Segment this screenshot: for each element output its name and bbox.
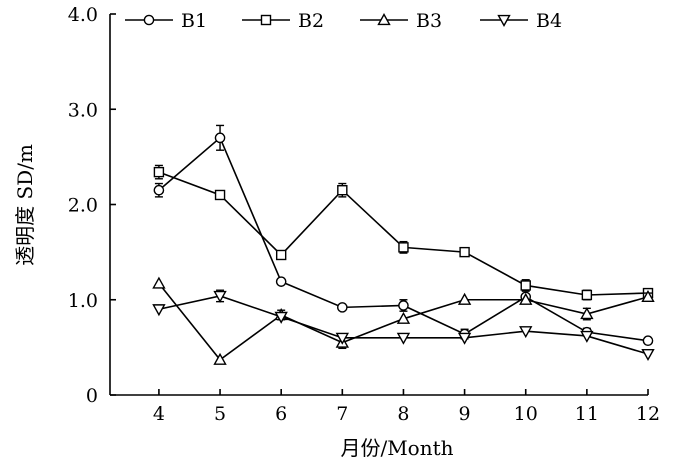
square-marker [153, 166, 165, 178]
legend-item-B4: B4 [480, 10, 562, 32]
series-B2 [153, 164, 654, 301]
series-B4 [152, 289, 655, 361]
x-tick-label: 6 [275, 403, 287, 425]
circle-marker [214, 132, 226, 144]
legend-item-B3: B3 [360, 10, 442, 32]
x-tick-label: 5 [214, 403, 226, 425]
triangle-up-marker [641, 289, 655, 302]
x-tick-label: 4 [153, 403, 165, 425]
triangle-down-marker [457, 332, 472, 345]
square-marker [581, 289, 593, 301]
x-axis-title: 月份/Month [340, 436, 453, 460]
y-tick-label: 4.0 [68, 4, 98, 26]
circle-marker [143, 14, 155, 26]
square-marker [214, 189, 226, 201]
circle-marker [275, 276, 287, 287]
triangle-down-marker [335, 332, 350, 345]
triangle-down-marker [396, 332, 411, 345]
legend-item-B1: B1 [125, 10, 207, 32]
triangle-down-marker [580, 330, 594, 343]
y-tick-label: 0 [86, 385, 98, 407]
triangle-up-marker [580, 307, 594, 320]
triangle-down-marker [274, 311, 288, 324]
x-tick-label: 10 [514, 403, 538, 425]
triangle-up-marker [377, 13, 391, 26]
y-ticks: 0 1.0 2.0 3.0 4.0 [68, 4, 116, 407]
circle-marker [153, 184, 165, 196]
x-tick-label: 11 [575, 403, 599, 425]
x-tick-label: 12 [636, 403, 660, 425]
x-tick-label: 9 [459, 403, 471, 425]
triangle-down-marker [213, 290, 227, 303]
triangle-down-marker [519, 326, 533, 339]
legend-label: B1 [181, 10, 207, 32]
circle-marker [398, 300, 409, 311]
square-marker [337, 185, 348, 196]
legend-label: B4 [536, 10, 562, 32]
y-tick-label: 2.0 [68, 195, 98, 217]
legend-item-B2: B2 [242, 10, 324, 32]
triangle-up-marker [457, 292, 472, 305]
triangle-down-marker [152, 304, 166, 317]
triangle-up-marker [396, 311, 411, 324]
square-marker [260, 14, 272, 26]
legend-label: B2 [298, 10, 324, 32]
square-marker [275, 249, 287, 261]
y-tick-label: 1.0 [68, 290, 98, 312]
series-line [158, 171, 649, 296]
triangle-down-marker [497, 14, 511, 27]
square-marker [520, 280, 531, 291]
circle-marker [642, 335, 654, 347]
series-B3 [152, 276, 655, 365]
triangle-up-marker [519, 292, 533, 305]
y-axis-title: 透明度 SD/m [13, 144, 37, 266]
x-tick-label: 8 [397, 403, 409, 425]
series-layer [152, 124, 655, 365]
legend-label: B3 [416, 10, 442, 32]
x-ticks: 4 5 6 7 8 9 10 11 12 [153, 389, 660, 425]
y-tick-label: 3.0 [68, 99, 98, 121]
square-marker [459, 246, 470, 258]
circle-marker [337, 302, 348, 313]
legend: B1 B2 B3 B4 [125, 10, 562, 32]
square-marker [398, 242, 409, 253]
triangle-up-marker [152, 276, 166, 289]
triangle-down-marker [641, 348, 655, 361]
triangle-up-marker [213, 352, 227, 365]
x-tick-label: 7 [336, 403, 348, 425]
